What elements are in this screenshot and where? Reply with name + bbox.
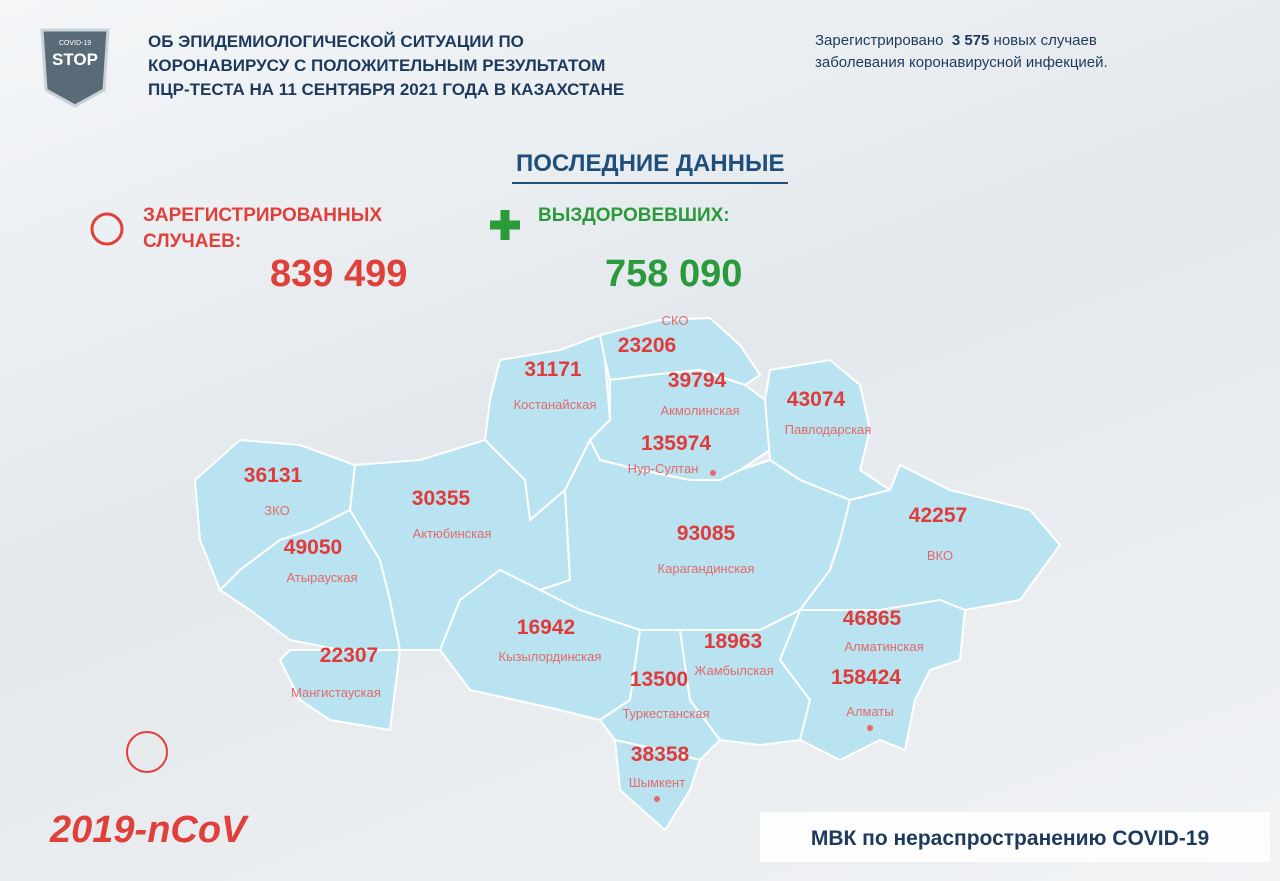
region-cases: 135974 [641,432,711,455]
recovered-label: ВЫЗДОРОВЕВШИХ: [538,205,730,226]
region-name: Акмолинская [660,403,739,418]
label-line: СЛУЧАЕВ: [143,231,242,252]
plus-icon [490,210,520,240]
city-dot [710,470,716,476]
label-line: ЗАРЕГИСТРИРОВАННЫХ [143,205,382,226]
region-shape [613,738,702,832]
region-cases: 18963 [704,630,762,653]
source-box [760,812,1270,862]
logo-text: STOP [52,50,98,69]
logo-shield [40,28,110,108]
source: МВК по нераспространению COVID-19 [811,827,1209,850]
region-shape [278,649,402,732]
region-cases: 49050 [284,536,342,559]
region-name: Кызылординская [499,649,602,664]
notice-prefix: Зарегистрировано [815,32,944,49]
region-name: Павлодарская [785,422,872,437]
title-line: ОБ ЭПИДЕМИОЛОГИЧЕСКОЙ СИТУАЦИИ ПО [148,32,524,51]
region-cases: 42257 [909,504,967,527]
region-name: ВКО [927,548,953,563]
region-cases: 93085 [677,522,736,545]
region-cases: 39794 [668,369,727,392]
region-name: Костанайская [514,397,597,412]
title-line: КОРОНАВИРУСУ С ПОЛОЖИТЕЛЬНЫМ РЕЗУЛЬТАТОМ [148,56,606,75]
title: ОБ ЭПИДЕМИОЛОГИЧЕСКОЙ СИТУАЦИИ ПО КОРОНА… [148,30,624,102]
city-dots [654,470,873,802]
region-shape [598,629,722,762]
city-dot [867,725,873,731]
logo-small: COVID-19 [59,40,91,47]
notice-line: заболевания коронавирусной инфекцией. [815,54,1108,71]
region-name: Актюбинская [413,526,492,541]
region-name: Нур-Султан [628,461,699,476]
region-cases: 31171 [524,358,582,381]
region-cases: 43074 [787,388,846,411]
region-name: Атырауская [286,570,357,585]
region-cases: 13500 [630,668,688,691]
region-name: Алматинская [844,639,923,654]
registered-label: ЗАРЕГИСТРИРОВАННЫХ СЛУЧАЕВ: [143,203,382,255]
region-cases: 46865 [843,607,902,630]
virus-icon [90,212,168,773]
regions [193,316,1062,832]
city-dot [654,796,660,802]
region-cases: 30355 [412,487,471,510]
region-name: Мангистауская [291,685,381,700]
region-cases: 158424 [831,666,901,689]
region-name: Шымкент [629,775,685,790]
region-cases: 36131 [244,464,303,487]
notice-count: 3 575 [951,32,990,49]
region-cases: 22307 [320,644,378,667]
region-cases: 16942 [517,616,575,639]
region-name: Карагандинская [658,561,755,576]
region-name: ЗКО [264,503,289,518]
notice: Зарегистрировано 3 575 новых случаев заб… [815,30,1108,74]
registered-value: 839 499 [270,253,408,295]
region-shape [778,598,967,762]
logo: COVID-19 STOP [40,28,110,108]
region-cases: 38358 [631,743,690,766]
region-name: Туркестанская [622,706,709,721]
section-title: ПОСЛЕДНИЕ ДАННЫЕ [512,150,789,184]
region-cases: 23206 [618,334,676,357]
region-name: Жамбылская [694,663,773,678]
region-name: Алматы [846,704,893,719]
notice-suffix: новых случаев [993,32,1097,49]
title-line: ПЦР-ТЕСТА НА 11 СЕНТЯБРЯ 2021 ГОДА В КАЗ… [148,80,625,99]
region-name: СКО [662,313,689,328]
region-shape [798,463,1062,612]
virus-code: 2019-nCoV [49,809,249,851]
recovered-value: 758 090 [605,253,743,295]
